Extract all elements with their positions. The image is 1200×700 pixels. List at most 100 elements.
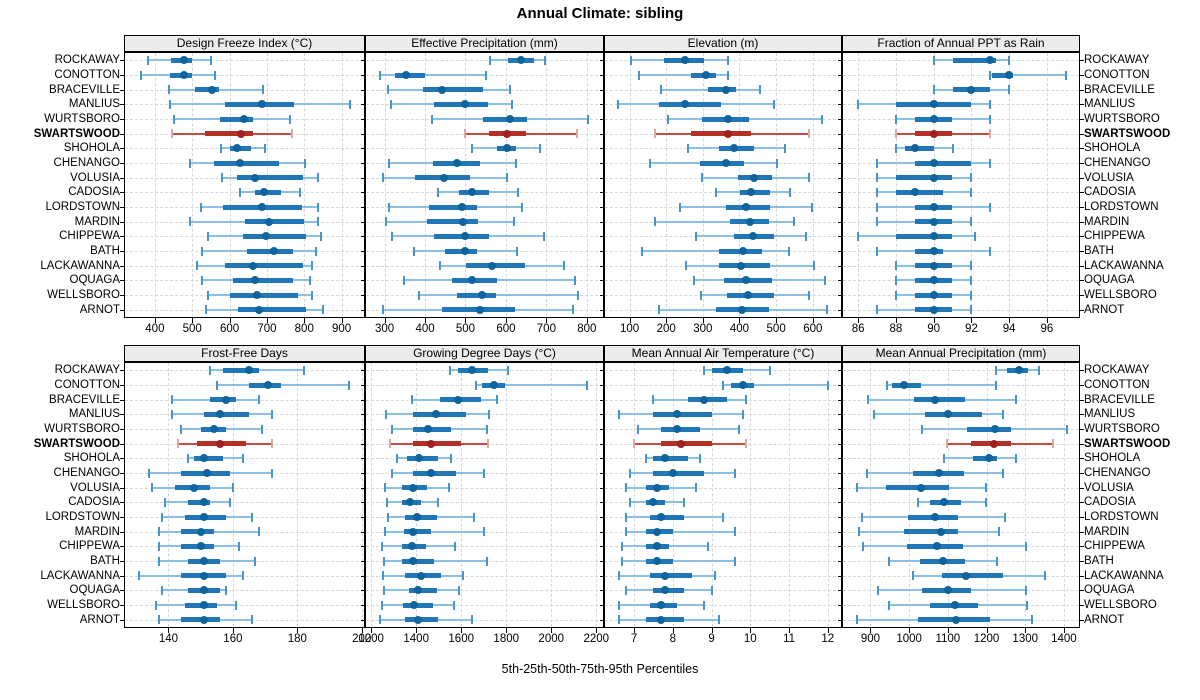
panel-axis: 100 200 300 400 500 600 [604,318,842,340]
median-dot [939,498,948,507]
median-dot [461,232,470,241]
row-tick-left [600,399,604,401]
median-dot [407,542,416,551]
panel-header: Growing Degree Days (°C) [365,345,604,362]
gridline-vertical [711,363,713,627]
whisker-cap-95th [1024,585,1027,595]
gridline-vertical [461,363,463,627]
row-tick-left [600,207,604,208]
whisker-cap-95th [572,305,575,315]
gridline-vertical [739,53,741,317]
axis-tick [371,628,373,633]
median-dot [989,439,998,448]
whisker-cap-95th [807,129,810,139]
whisker-range [216,384,349,386]
whisker-cap-95th [989,158,992,168]
row-tick-left [361,385,365,386]
median-dot [468,366,477,375]
panel-5: Frost-Free Days 140 160 180 200 [120,345,371,650]
gridline-vertical [229,53,231,317]
whisker-cap-5th [866,395,869,405]
whisker-cap-95th [289,114,292,124]
whisker-cap-5th [387,85,390,95]
axis-tick [750,628,752,633]
row-tick-right [1080,133,1084,135]
row-tick-left [361,163,365,164]
whisker-cap-95th [473,512,476,522]
whisker-cap-5th [206,231,209,241]
whisker-cap-5th [865,468,868,478]
whisker-cap-5th [395,453,398,463]
whisker-cap-5th [161,585,164,595]
row-tick-left [120,590,124,592]
whisker-cap-5th [660,85,663,95]
row-tick-left [600,502,604,504]
row-tick-left [361,177,365,179]
whisker-cap-5th [875,202,878,212]
gridline-vertical [750,363,752,627]
whisker-cap-95th [1014,453,1017,463]
chart-title: Annual Climate: sibling [516,5,684,22]
whisker-cap-5th [188,217,191,227]
row-tick-left [361,605,365,606]
station-label-left: ROCKAWAY [54,54,120,67]
gridline-vertical [629,53,631,317]
panel-title: Effective Precipitation (mm) [411,36,558,50]
median-dot [951,615,960,624]
gridline-horizontal [125,75,364,76]
whisker-cap-95th [1065,424,1068,434]
gridline-vertical [909,363,911,627]
station-label-right: CADOSIA [1084,496,1136,509]
panel-header: Fraction of Annual PPT as Rain [842,35,1080,52]
median-dot [929,129,938,138]
station-label-right: OQUAGA [1084,584,1135,597]
station-label-right: SHOHOLA [1084,142,1141,155]
whisker-cap-5th [625,483,628,493]
whisker-cap-95th [319,231,322,241]
median-dot [409,483,418,492]
whisker-cap-5th [157,615,160,625]
row-tick-left [838,605,842,606]
median-dot [944,586,953,595]
axis-tick [546,318,548,323]
gridline-horizontal [125,605,364,606]
median-dot [270,247,279,255]
whisker-cap-95th [984,483,987,493]
whisker-cap-95th [496,395,499,405]
whisker-cap-5th [887,556,890,566]
row-tick-left [120,75,124,76]
whisker-cap-95th [1008,55,1011,65]
station-label-right: WURTSBORO [1084,423,1160,435]
axis-tick [895,318,897,323]
gridline-vertical [947,363,949,627]
median-dot [929,261,938,270]
row-tick-right [1080,590,1084,592]
median-dot [967,85,976,94]
iqr-box [194,455,224,461]
station-label-right: SWARTSWOOD [1084,127,1171,140]
median-dot [944,410,953,419]
axis-tick [858,318,860,323]
whisker-cap-5th [188,158,191,168]
station-label-left: LACKAWANNA [40,259,120,272]
iqr-box [427,219,479,225]
whisker-cap-95th [970,290,973,300]
whisker-cap-95th [348,99,351,109]
gridline-horizontal [605,502,841,504]
gridline-vertical [384,53,386,317]
whisker-cap-95th [317,202,320,212]
station-label-left: MARDIN [74,525,120,538]
median-dot [440,173,449,182]
whisker-cap-95th [290,129,293,139]
iqr-box [224,263,303,269]
panel-axis: 300 400 500 600 700 800 [365,318,604,340]
whisker-cap-5th [403,275,406,285]
whisker-cap-95th [316,173,319,183]
row-tick-right [1080,207,1084,208]
iqr-box [429,204,478,210]
row-tick-left [600,89,604,91]
median-dot [929,291,938,299]
whisker-cap-95th [485,556,488,566]
gridline-horizontal [125,458,364,460]
axis-tick-label: 1200 [358,633,384,645]
